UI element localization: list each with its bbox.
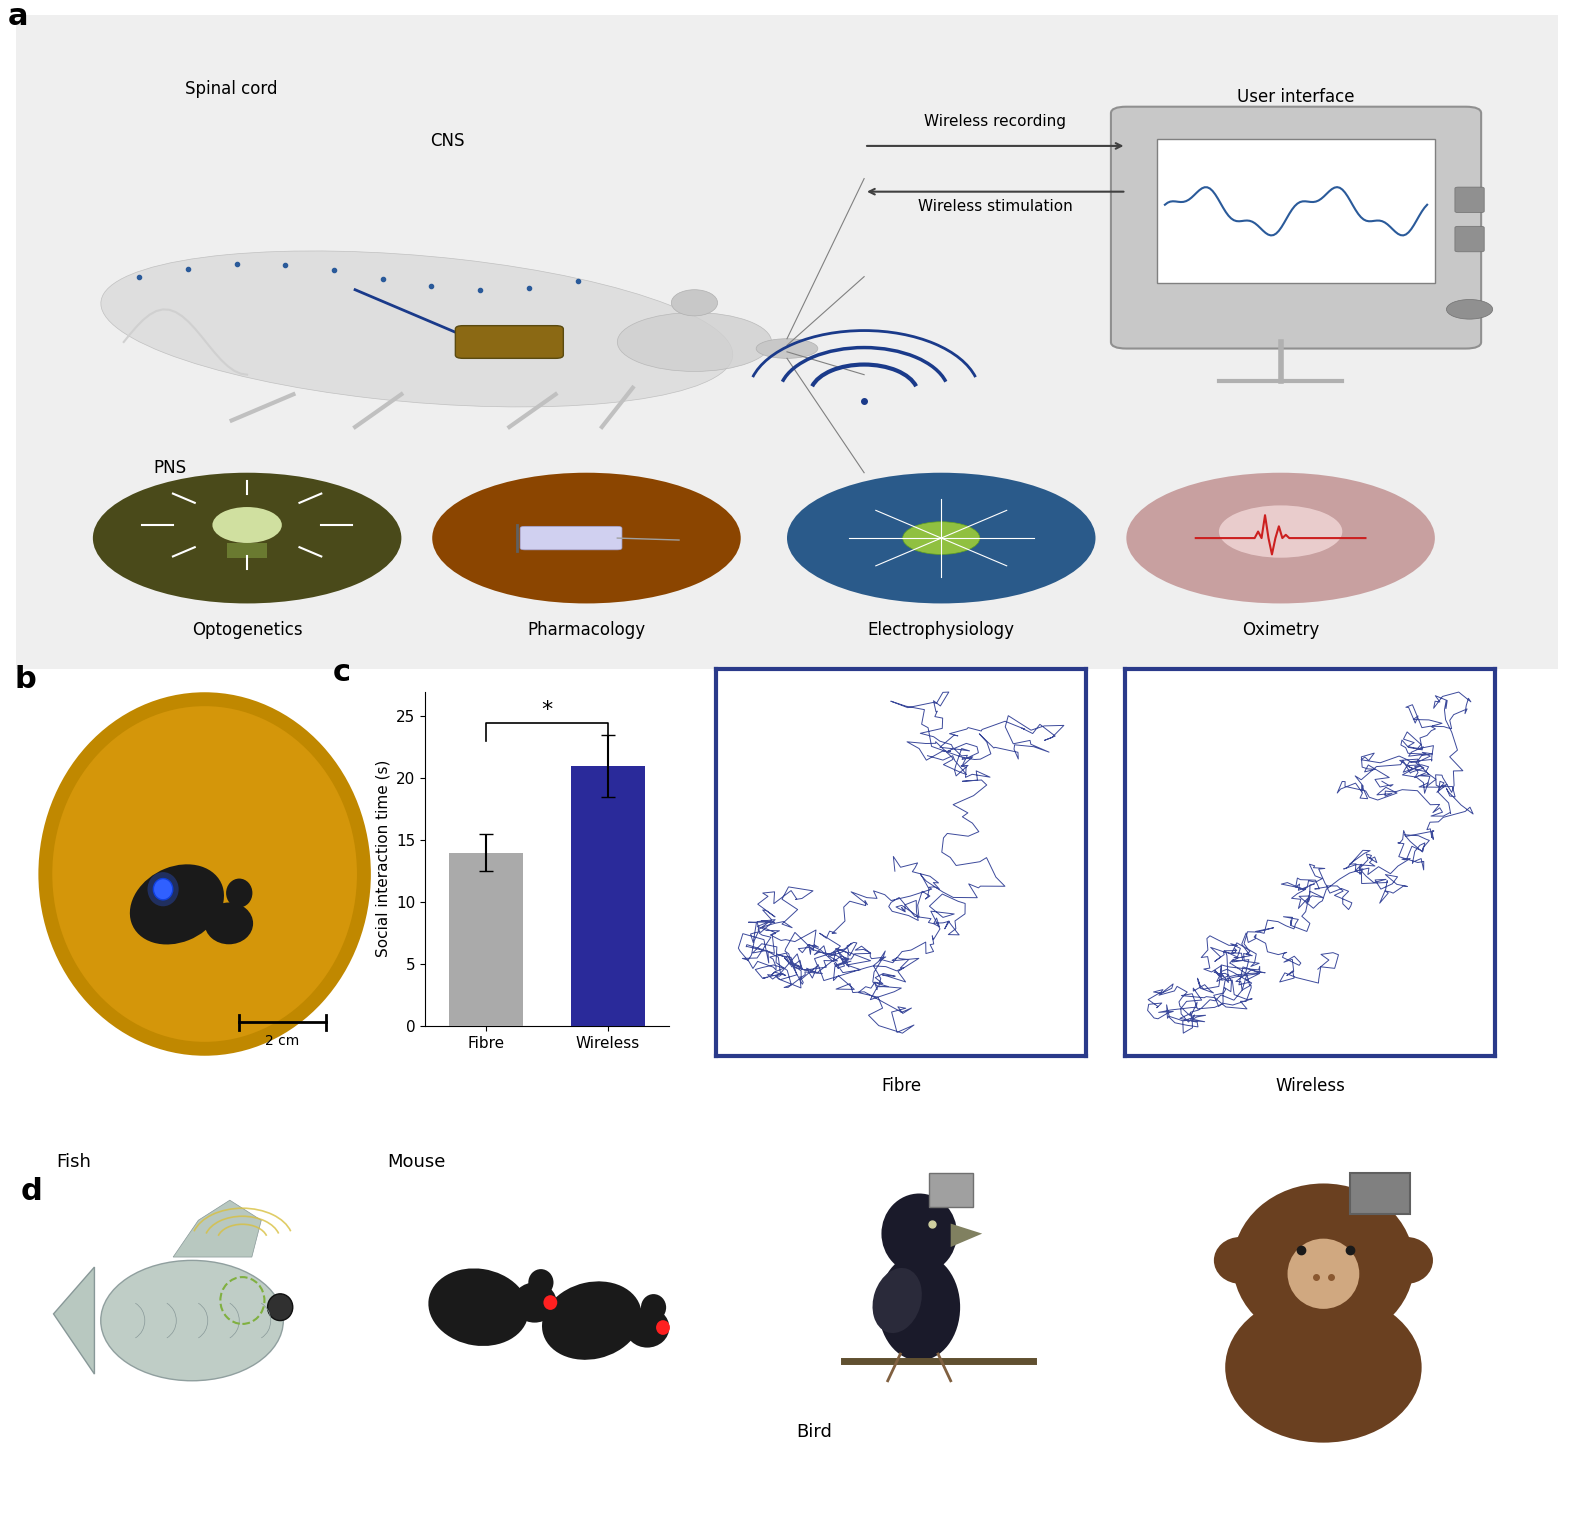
Polygon shape <box>173 1201 261 1257</box>
Text: Fibre: Fibre <box>881 1078 921 1096</box>
Text: Bird: Bird <box>796 1423 833 1441</box>
Circle shape <box>787 473 1096 603</box>
Text: Wireless recording: Wireless recording <box>924 114 1066 129</box>
Text: Optogenetics: Optogenetics <box>192 620 302 638</box>
Ellipse shape <box>428 1268 529 1347</box>
Ellipse shape <box>1288 1239 1360 1309</box>
FancyBboxPatch shape <box>1454 187 1484 213</box>
Polygon shape <box>951 1224 982 1246</box>
Circle shape <box>1232 1184 1413 1344</box>
Circle shape <box>433 473 741 603</box>
Text: c: c <box>332 658 351 687</box>
Ellipse shape <box>205 903 253 944</box>
Text: User interface: User interface <box>1237 88 1355 106</box>
Y-axis label: Social interaction time (s): Social interaction time (s) <box>376 760 390 958</box>
FancyBboxPatch shape <box>519 526 622 550</box>
Circle shape <box>1127 473 1435 603</box>
Text: a: a <box>8 2 28 30</box>
Circle shape <box>153 879 173 900</box>
Ellipse shape <box>872 1268 922 1333</box>
Ellipse shape <box>129 865 224 944</box>
Text: Oximetry: Oximetry <box>1242 620 1319 638</box>
Circle shape <box>93 473 401 603</box>
Circle shape <box>1214 1237 1267 1284</box>
Circle shape <box>529 1269 554 1297</box>
Circle shape <box>656 1321 671 1335</box>
Circle shape <box>1380 1237 1432 1284</box>
Circle shape <box>227 879 252 907</box>
Ellipse shape <box>513 1283 557 1322</box>
Circle shape <box>881 1193 957 1274</box>
Bar <box>571 766 645 1026</box>
Ellipse shape <box>1225 1292 1421 1442</box>
Ellipse shape <box>756 339 818 359</box>
Text: PNS: PNS <box>153 459 187 477</box>
Text: Monkey: Monkey <box>1176 1154 1245 1172</box>
Ellipse shape <box>541 1281 642 1360</box>
Ellipse shape <box>878 1254 960 1360</box>
Text: Pharmacology: Pharmacology <box>527 620 645 638</box>
Text: Mouse: Mouse <box>387 1154 445 1172</box>
Circle shape <box>1218 505 1343 558</box>
Text: b: b <box>14 664 36 695</box>
Bar <box>450 853 523 1026</box>
FancyBboxPatch shape <box>929 1173 973 1207</box>
Circle shape <box>641 1294 666 1321</box>
Ellipse shape <box>101 1260 283 1380</box>
Text: Wireless stimulation: Wireless stimulation <box>918 199 1072 214</box>
Text: *: * <box>541 701 552 720</box>
FancyBboxPatch shape <box>1157 140 1435 283</box>
Circle shape <box>46 699 364 1049</box>
Text: Spinal cord: Spinal cord <box>186 79 279 97</box>
Ellipse shape <box>617 313 771 371</box>
Text: Electrophysiology: Electrophysiology <box>867 620 1015 638</box>
FancyBboxPatch shape <box>227 543 268 558</box>
FancyBboxPatch shape <box>1454 226 1484 252</box>
FancyBboxPatch shape <box>16 15 1558 669</box>
Circle shape <box>1447 299 1492 319</box>
Ellipse shape <box>212 508 282 543</box>
Ellipse shape <box>625 1307 669 1348</box>
Circle shape <box>543 1295 557 1310</box>
FancyBboxPatch shape <box>455 325 563 359</box>
Text: Wireless: Wireless <box>1275 1078 1346 1096</box>
Circle shape <box>268 1294 293 1321</box>
Text: Fish: Fish <box>57 1154 91 1172</box>
FancyBboxPatch shape <box>1350 1173 1410 1213</box>
Circle shape <box>903 521 979 555</box>
Ellipse shape <box>101 251 733 407</box>
Circle shape <box>148 872 178 906</box>
Ellipse shape <box>672 290 718 316</box>
Text: CNS: CNS <box>430 132 464 150</box>
Text: 2 cm: 2 cm <box>266 1034 299 1047</box>
Polygon shape <box>54 1268 94 1374</box>
Text: d: d <box>20 1176 42 1205</box>
FancyBboxPatch shape <box>1111 106 1481 348</box>
